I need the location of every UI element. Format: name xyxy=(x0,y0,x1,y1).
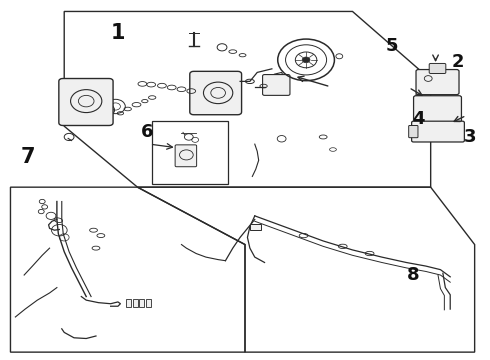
Bar xyxy=(147,300,151,307)
Text: 8: 8 xyxy=(407,266,420,284)
FancyBboxPatch shape xyxy=(190,71,242,115)
FancyBboxPatch shape xyxy=(416,69,459,95)
Bar xyxy=(152,121,228,184)
Circle shape xyxy=(302,57,310,63)
FancyBboxPatch shape xyxy=(429,63,446,73)
FancyBboxPatch shape xyxy=(414,96,462,123)
Text: 5: 5 xyxy=(385,36,398,54)
Text: 3: 3 xyxy=(464,128,476,146)
FancyBboxPatch shape xyxy=(412,121,465,142)
FancyBboxPatch shape xyxy=(175,145,196,167)
Bar xyxy=(126,300,131,307)
Text: 7: 7 xyxy=(20,147,35,167)
Bar xyxy=(250,224,261,230)
Text: 6: 6 xyxy=(141,123,153,141)
Text: 1: 1 xyxy=(111,23,125,43)
Text: 2: 2 xyxy=(451,53,464,71)
FancyBboxPatch shape xyxy=(59,78,113,126)
FancyBboxPatch shape xyxy=(263,75,290,95)
Bar xyxy=(140,300,145,307)
Bar xyxy=(133,300,138,307)
FancyBboxPatch shape xyxy=(409,126,418,138)
Text: 4: 4 xyxy=(412,110,425,128)
